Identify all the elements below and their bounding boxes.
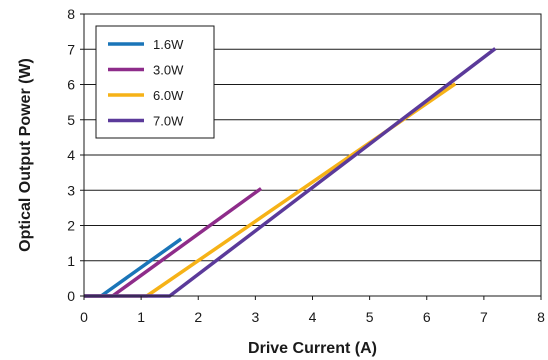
x-tick-label: 1 [137, 309, 145, 325]
x-tick-label: 4 [309, 309, 317, 325]
legend-label: 7.0W [153, 114, 184, 129]
y-tick-label: 1 [67, 253, 75, 269]
legend-label: 1.6W [153, 37, 184, 52]
y-tick-label: 3 [67, 182, 75, 198]
y-tick-label: 5 [67, 112, 75, 128]
y-tick-label: 2 [67, 218, 75, 234]
x-tick-label: 6 [423, 309, 431, 325]
legend-label: 3.0W [153, 63, 184, 78]
x-tick-label: 5 [366, 309, 374, 325]
x-tick-label: 0 [80, 309, 88, 325]
series-line-1.6W [84, 237, 183, 298]
y-ticks: 0 1 2 3 4 5 6 7 8 [67, 6, 84, 304]
x-tick-label: 7 [480, 309, 488, 325]
legend: 1.6W 3.0W 6.0W 7.0W [95, 25, 215, 139]
y-tick-label: 7 [67, 41, 75, 57]
x-tick-label: 8 [537, 309, 545, 325]
y-tick-label: 0 [67, 288, 75, 304]
y-tick-label: 4 [67, 147, 75, 163]
x-tick-label: 2 [194, 309, 202, 325]
y-tick-label: 6 [67, 77, 75, 93]
x-ticks: 0 1 2 3 4 5 6 7 8 [80, 296, 545, 325]
y-tick-label: 8 [67, 6, 75, 22]
y-axis-title: Optical Output Power (W) [17, 58, 34, 252]
legend-label: 6.0W [153, 88, 184, 103]
x-tick-label: 3 [251, 309, 259, 325]
x-axis-title: Drive Current (A) [248, 340, 377, 357]
